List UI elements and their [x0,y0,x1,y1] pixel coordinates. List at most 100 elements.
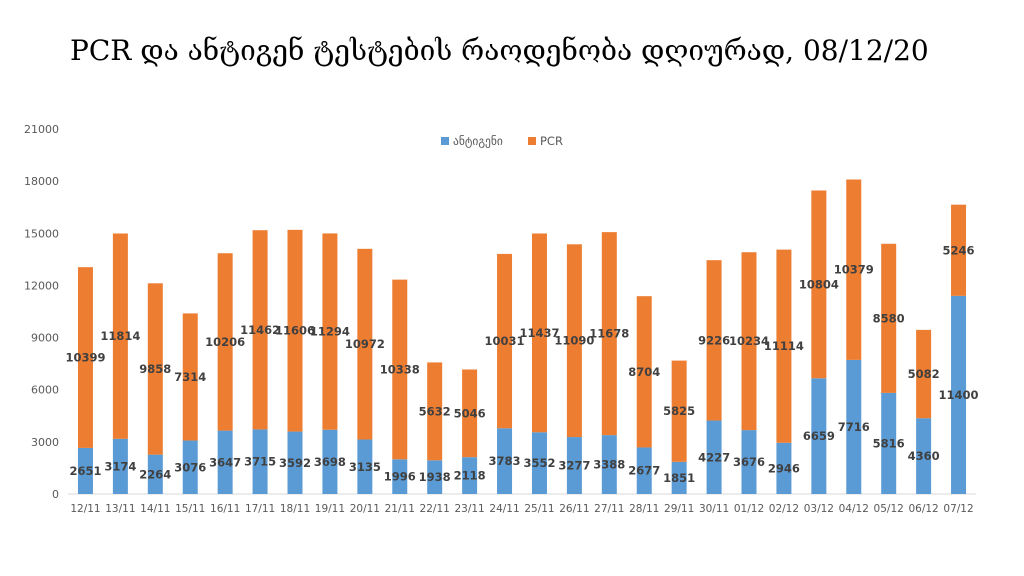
data-label-antigen: 6659 [803,429,835,443]
chart-title: PCR და ანტიგენ ტესტების რაოდენობა დღიურა… [70,34,929,67]
bar-antigen [462,457,478,494]
x-tick-label: 20/11 [350,503,380,515]
data-label-pcr: 11606 [275,324,315,338]
bar-pcr [636,296,652,448]
data-label-pcr: 5246 [943,243,975,257]
x-tick-label: 01/12 [734,503,764,515]
x-tick-label: 17/11 [245,503,275,515]
data-label-pcr: 5632 [419,404,451,418]
bar-antigen [182,440,198,494]
bar-pcr [706,260,722,421]
data-label-antigen: 3715 [244,455,276,469]
bar-pcr [182,313,198,441]
bar-pcr [427,362,443,461]
legend: ანტიგენი PCR [441,134,563,148]
x-tick-label: 24/11 [489,503,519,515]
bar-pcr [531,233,547,433]
legend-swatch-pcr [528,137,536,145]
x-tick-label: 29/11 [664,503,694,515]
bar-antigen [497,428,513,494]
bar-antigen [287,431,303,494]
bar-pcr [811,190,827,379]
y-tick-label: 21000 [24,123,59,136]
legend-label-pcr: PCR [540,134,563,148]
bar-pcr [112,233,128,439]
x-tick-label: 22/11 [420,503,450,515]
data-label-pcr: 5046 [454,406,486,420]
bar-pcr [462,369,478,458]
data-label-antigen: 7716 [838,420,870,434]
data-label-antigen: 2677 [628,464,660,478]
data-label-pcr: 11678 [589,327,629,341]
bar-pcr [741,252,757,431]
data-label-pcr: 10234 [729,334,769,348]
bar-pcr [322,233,338,430]
data-label-pcr: 7314 [174,370,206,384]
x-tick-label: 28/11 [629,503,659,515]
x-axis: 12/11 13/11 14/11 15/11 16/11 17/11 18/11 19/11… [68,493,976,515]
bar-antigen [811,378,827,494]
bar-pcr [671,360,687,462]
data-label-pcr: 5825 [663,404,695,418]
bar-pcr [252,230,268,430]
y-tick-label: 18000 [24,175,59,188]
x-tick-label: 14/11 [140,503,170,515]
data-label-antigen: 11400 [939,388,979,402]
bar-pcr [497,253,513,429]
data-label-pcr: 10399 [65,351,105,365]
data-label-pcr: 11294 [310,325,350,339]
data-label-antigen: 3388 [593,458,625,472]
data-label-pcr: 10804 [799,277,839,291]
bar-pcr [357,248,373,440]
bar-pcr [287,229,303,432]
bar-antigen [566,437,582,494]
data-label-pcr: 11437 [519,326,559,340]
x-tick-label: 02/12 [769,503,799,515]
bar-pcr [147,283,163,455]
data-label-antigen: 2651 [69,464,101,478]
bar-antigen [112,438,128,494]
x-tick-label: 05/12 [874,503,904,515]
data-label-antigen: 5816 [873,436,905,450]
bar-pcr [951,204,967,296]
bar-antigen [531,432,547,494]
bar-pcr [77,267,93,448]
y-tick-label: 15000 [24,227,59,240]
x-tick-label: 21/11 [385,503,415,515]
bar-antigen [357,439,373,494]
bar-antigen [252,429,268,494]
bar-antigen [636,447,652,494]
x-tick-label: 03/12 [804,503,834,515]
y-tick-label: 3000 [31,436,59,449]
x-tick-label: 15/11 [175,503,205,515]
x-tick-label: 19/11 [315,503,345,515]
bar-pcr [846,179,862,360]
y-tick-label: 6000 [31,384,59,397]
x-tick-label: 30/11 [699,503,729,515]
bar-antigen [846,359,862,494]
x-tick-label: 26/11 [559,503,589,515]
y-tick-label: 12000 [24,279,59,292]
data-label-antigen: 1851 [663,471,695,485]
data-label-pcr: 10206 [205,335,245,349]
data-label-antigen: 3135 [349,460,381,474]
x-tick-label: 18/11 [280,503,310,515]
data-label-pcr: 8580 [873,311,905,325]
data-label-antigen: 4227 [698,450,730,464]
bar-pcr [881,243,897,393]
data-label-antigen: 3552 [523,456,555,470]
data-label-antigen: 4360 [908,449,940,463]
bar-pcr [916,329,932,419]
bar-pcr [601,232,617,436]
data-label-pcr: 9858 [139,362,171,376]
bar-antigen [741,430,757,494]
data-label-antigen: 3592 [279,456,311,470]
x-tick-label: 25/11 [524,503,554,515]
data-label-pcr: 10031 [485,334,525,348]
y-axis: 0 3000 6000 9000 12000 15000 18000 21000 [24,123,59,501]
data-labels: 2651 10399 3174 11814 2264 9858 3076 7314 3647 10… [65,243,978,485]
x-tick-label: 06/12 [908,503,938,515]
data-label-antigen: 3277 [558,459,590,473]
data-label-antigen: 3676 [733,455,765,469]
